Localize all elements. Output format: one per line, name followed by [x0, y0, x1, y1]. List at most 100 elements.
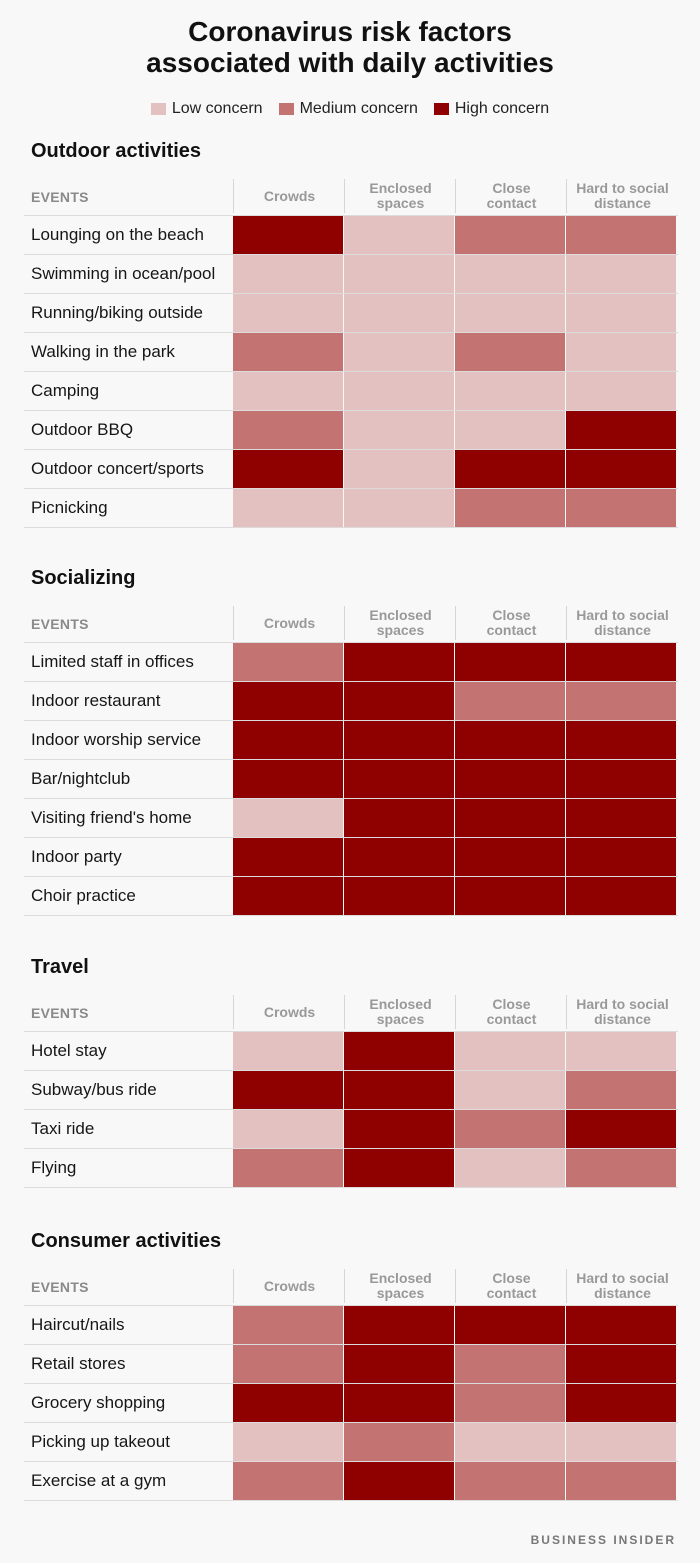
heat-cell-high — [233, 1384, 343, 1422]
heat-cell-medium — [233, 333, 343, 371]
heat-cell-high — [566, 1306, 676, 1344]
column-header-crowds: Crowds — [233, 1269, 345, 1303]
event-label: Picking up takeout — [31, 1432, 170, 1451]
heat-cell-low — [233, 372, 343, 410]
heat-cell-low — [344, 489, 454, 527]
heat-cell-high — [566, 838, 676, 876]
heat-cell-low — [455, 1071, 565, 1109]
table-row: Indoor worship service — [24, 720, 678, 759]
heat-cell-low — [344, 450, 454, 488]
table-row: Bar/nightclub — [24, 759, 678, 798]
heat-cell-low — [455, 294, 565, 332]
event-label: Camping — [31, 381, 100, 400]
heat-cell-low — [233, 294, 343, 332]
heat-cell-medium — [233, 1462, 343, 1500]
table-header: EVENTS Crowds Enclosed spaces Close contact Ha… — [24, 1269, 678, 1305]
heat-cell-high — [455, 838, 565, 876]
heat-cell-high — [233, 682, 343, 720]
event-label: Swimming in ocean/pool — [31, 264, 216, 283]
table-row: Indoor party — [24, 837, 678, 876]
table-row: Indoor restaurant — [24, 681, 678, 720]
heat-cell-high — [566, 760, 676, 798]
column-header-hard-to-social-distance: Hard to social distance — [566, 1269, 678, 1303]
heat-cell-high — [455, 877, 565, 915]
heat-cell-low — [566, 333, 676, 371]
heat-cell-low — [344, 294, 454, 332]
events-column-header: EVENTS — [31, 1279, 89, 1295]
table-row: Swimming in ocean/pool — [24, 254, 678, 293]
column-header-hard-to-social-distance: Hard to social distance — [566, 995, 678, 1029]
event-label: Subway/bus ride — [31, 1080, 157, 1099]
heat-cell-medium — [566, 682, 676, 720]
heat-cell-low — [344, 411, 454, 449]
heat-cell-high — [233, 877, 343, 915]
heat-cell-low — [455, 411, 565, 449]
heat-cell-medium — [233, 411, 343, 449]
heat-cell-low — [455, 1149, 565, 1187]
table-row: Camping — [24, 371, 678, 410]
heat-cell-high — [344, 1110, 454, 1148]
table-row: Subway/bus ride — [24, 1070, 678, 1109]
heat-cell-high — [566, 1110, 676, 1148]
heat-cell-medium — [455, 682, 565, 720]
heat-cell-medium — [344, 1423, 454, 1461]
heat-cell-low — [233, 1032, 343, 1070]
table-row: Retail stores — [24, 1344, 678, 1383]
column-header-close-contact: Close contact — [455, 606, 567, 640]
column-header-hard-to-social-distance: Hard to social distance — [566, 606, 678, 640]
heat-cell-low — [233, 489, 343, 527]
table-header: EVENTS Crowds Enclosed spaces Close contact Ha… — [24, 995, 678, 1031]
heat-cell-medium — [233, 1345, 343, 1383]
table-header: EVENTS Crowds Enclosed spaces Close contact Ha… — [24, 606, 678, 642]
table-socializing: EVENTS Crowds Enclosed spaces Close contact Ha… — [24, 606, 678, 916]
legend-item-low: Low concern — [150, 100, 263, 118]
event-label: Visiting friend's home — [31, 808, 192, 827]
heat-cell-high — [566, 411, 676, 449]
heat-cell-low — [455, 255, 565, 293]
event-label: Exercise at a gym — [31, 1471, 167, 1490]
heat-cell-high — [233, 450, 343, 488]
event-label: Hotel stay — [31, 1041, 107, 1060]
section-title-travel: Travel — [31, 956, 89, 978]
heat-cell-medium — [566, 216, 676, 254]
table-row: Lounging on the beach — [24, 215, 678, 254]
heat-cell-high — [566, 450, 676, 488]
events-column-header: EVENTS — [31, 189, 89, 205]
heat-cell-medium — [566, 1462, 676, 1500]
heat-cell-high — [344, 1462, 454, 1500]
table-row: Grocery shopping — [24, 1383, 678, 1422]
table-row: Hotel stay — [24, 1031, 678, 1070]
legend-label-high: High concern — [454, 100, 550, 117]
column-header-enclosed-spaces: Enclosed spaces — [344, 179, 456, 213]
column-header-enclosed-spaces: Enclosed spaces — [344, 995, 456, 1029]
table-outdoor-activities: EVENTS Crowds Enclosed spaces Close contact Ha… — [24, 179, 678, 528]
heat-cell-high — [233, 216, 343, 254]
table-header: EVENTS Crowds Enclosed spaces Close contact Ha… — [24, 179, 678, 215]
table-row: Picnicking — [24, 488, 678, 528]
heat-cell-medium — [233, 643, 343, 681]
heat-cell-high — [233, 838, 343, 876]
heat-cell-low — [566, 1423, 676, 1461]
event-label: Lounging on the beach — [31, 225, 204, 244]
legend-swatch-medium — [278, 103, 294, 115]
event-label: Haircut/nails — [31, 1315, 125, 1334]
event-label: Picnicking — [31, 498, 108, 517]
heat-cell-medium — [233, 1149, 343, 1187]
section-title-socializing: Socializing — [31, 567, 136, 589]
legend: Low concern Medium concern High concern — [0, 100, 700, 118]
heat-cell-high — [344, 838, 454, 876]
table-row: Visiting friend's home — [24, 798, 678, 837]
column-header-close-contact: Close contact — [455, 995, 567, 1029]
event-label: Bar/nightclub — [31, 769, 131, 788]
table-row: Limited staff in offices — [24, 642, 678, 681]
event-label: Retail stores — [31, 1354, 126, 1373]
heat-cell-high — [344, 799, 454, 837]
heat-cell-low — [233, 799, 343, 837]
heat-cell-high — [344, 1306, 454, 1344]
table-row: Flying — [24, 1148, 678, 1188]
event-label: Limited staff in offices — [31, 652, 194, 671]
table-row: Picking up takeout — [24, 1422, 678, 1461]
heat-cell-medium — [566, 1149, 676, 1187]
heat-cell-high — [344, 1384, 454, 1422]
event-label: Running/biking outside — [31, 303, 204, 322]
